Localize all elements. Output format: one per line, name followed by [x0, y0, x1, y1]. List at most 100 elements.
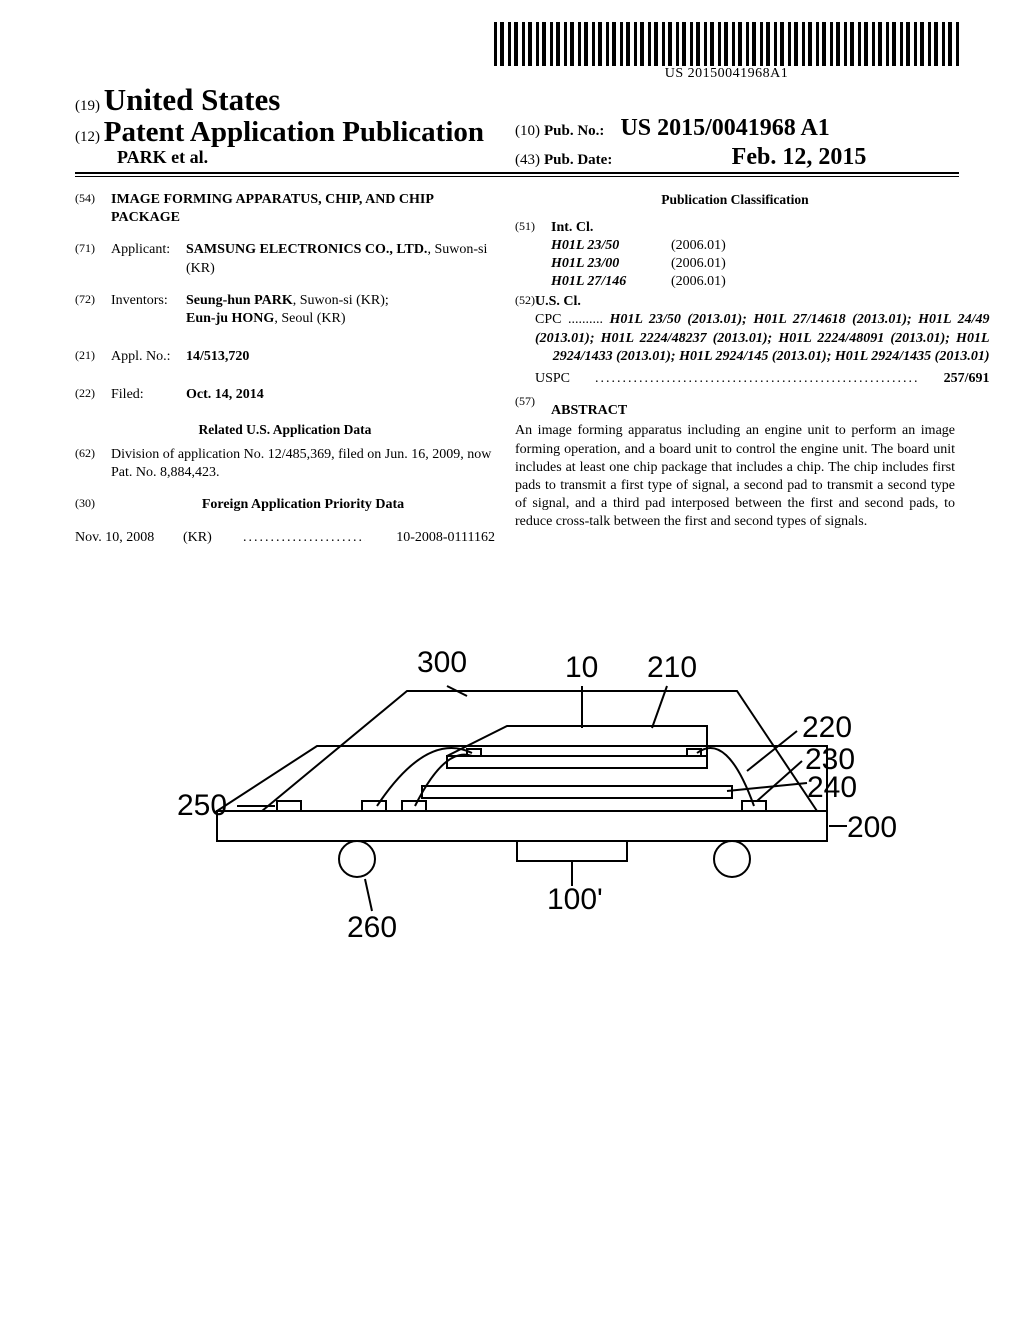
intcl-item: H01L 27/146(2006.01) [551, 273, 955, 291]
abstract-text: An image forming apparatus including an … [515, 422, 955, 531]
patent-figure: 300 10 210 220 230 240 200 250 260 100' [167, 631, 867, 951]
intcl-year: (2006.01) [671, 273, 771, 291]
field-num-51: (51) [515, 219, 551, 292]
inventor2-name: Eun-ju HONG [186, 311, 274, 326]
intcl-list: H01L 23/50(2006.01) H01L 23/00(2006.01) … [551, 237, 955, 292]
uscl-block: (52) U.S. Cl. CPC .......... H01L 23/50 … [515, 293, 955, 388]
rule-thin [75, 176, 959, 177]
filed-entry: (22) Filed: Oct. 14, 2014 [75, 386, 495, 404]
division-text: Division of application No. 12/485,369, … [111, 446, 495, 482]
intcl-item: H01L 23/50(2006.01) [551, 237, 955, 255]
barcode-number: US 20150041968A1 [494, 66, 959, 82]
field-num-19: (19) [75, 98, 100, 114]
applicant-label: Applicant: [111, 241, 186, 277]
intcl-item: H01L 23/00(2006.01) [551, 255, 955, 273]
cpc-text-block: CPC .......... H01L 23/50 (2013.01); H01… [535, 311, 990, 366]
fig-label-210: 210 [647, 651, 697, 685]
field-num-43: (43) [515, 152, 540, 168]
fig-label-200: 200 [847, 811, 897, 845]
field-num-54: (54) [75, 191, 111, 227]
title-entry: (54) IMAGE FORMING APPARATUS, CHIP, AND … [75, 191, 495, 227]
intcl-code: H01L 23/50 [551, 237, 671, 255]
filed-label: Filed: [111, 386, 186, 404]
intcl-body: Int. Cl. H01L 23/50(2006.01) H01L 23/00(… [551, 219, 955, 292]
field-num-72: (72) [75, 292, 111, 328]
header-block: (19) United States (12) Patent Applicati… [75, 82, 959, 168]
pubdate-row: (43) Pub. Date: Feb. 12, 2015 [515, 144, 866, 171]
intcl-year: (2006.01) [671, 237, 771, 255]
intcl-year: (2006.01) [671, 255, 771, 273]
pub-class-head: Publication Classification [515, 191, 955, 209]
inventors-label: Inventors: [111, 292, 186, 328]
field-num-10: (10) [515, 123, 540, 139]
fig-label-220: 220 [802, 711, 852, 745]
field-num-21: (21) [75, 348, 111, 366]
cpc-text: H01L 23/50 (2013.01); H01L 27/14618 (201… [535, 312, 990, 363]
field-num-57: (57) [515, 394, 551, 420]
fig-label-10: 10 [565, 651, 598, 685]
field-num-12: (12) [75, 129, 100, 145]
cpc-lead: CPC .......... [535, 312, 603, 327]
pubno-value: US 2015/0041968 A1 [620, 115, 829, 141]
barcode-graphic [494, 22, 959, 66]
foreign-head: Foreign Application Priority Data [111, 496, 495, 514]
fig-label-300: 300 [417, 646, 467, 680]
doc-type: Patent Application Publication [104, 116, 484, 148]
uspc-value: 257/691 [920, 370, 990, 388]
figure-svg [167, 631, 867, 951]
abstract-head-row: (57) ABSTRACT [515, 394, 955, 420]
header-line-country: (19) United States [75, 82, 959, 118]
foreign-date: Nov. 10, 2008 [75, 529, 183, 547]
foreign-num: 10-2008-0111162 [365, 529, 495, 547]
rule-thick [75, 172, 959, 174]
inventor2-loc: , Seoul (KR) [274, 311, 345, 326]
country-name: United States [104, 82, 281, 117]
fig-label-240: 240 [807, 771, 857, 805]
applicant-body: SAMSUNG ELECTRONICS CO., LTD., Suwon-si … [186, 241, 495, 277]
uspc-row: USPC ...................................… [535, 370, 990, 388]
applicant-entry: (71) Applicant: SAMSUNG ELECTRONICS CO.,… [75, 241, 495, 277]
applno-value: 14/513,720 [186, 349, 249, 364]
foreign-row: Nov. 10, 2008 (KR) .....................… [75, 529, 495, 547]
uscl-label: U.S. Cl. [535, 293, 990, 311]
intcl-label: Int. Cl. [551, 219, 955, 237]
left-column: (54) IMAGE FORMING APPARATUS, CHIP, AND … [75, 191, 515, 561]
foreign-country: (KR) [183, 529, 243, 547]
field-num-52: (52) [515, 293, 535, 388]
inventors-body: Seung-hun PARK, Suwon-si (KR); Eun-ju HO… [186, 292, 495, 328]
division-entry: (62) Division of application No. 12/485,… [75, 446, 495, 482]
field-num-22: (22) [75, 386, 111, 404]
foreign-head-entry: (30) Foreign Application Priority Data [75, 496, 495, 514]
header-right: (10) Pub. No.: US 2015/0041968 A1 (43) P… [515, 115, 866, 171]
related-head: Related U.S. Application Data [75, 421, 495, 439]
pubno-row: (10) Pub. No.: US 2015/0041968 A1 [515, 115, 866, 142]
barcode-block: US 20150041968A1 [494, 22, 959, 82]
inventor1-name: Seung-hun PARK [186, 293, 293, 308]
applno-label: Appl. No.: [111, 348, 186, 366]
pubno-label: Pub. No.: [544, 123, 604, 139]
patent-page: US 20150041968A1 (19) United States (12)… [0, 0, 1024, 1320]
intcl-block: (51) Int. Cl. H01L 23/50(2006.01) H01L 2… [515, 219, 955, 292]
uspc-dots: ........................................… [595, 370, 920, 388]
fig-label-260: 260 [347, 911, 397, 945]
intcl-code: H01L 23/00 [551, 255, 671, 273]
intcl-code: H01L 27/146 [551, 273, 671, 291]
field-num-30: (30) [75, 496, 111, 514]
field-num-62: (62) [75, 446, 111, 482]
applicant-name: SAMSUNG ELECTRONICS CO., LTD. [186, 242, 427, 257]
inventor1-loc: , Suwon-si (KR); [293, 293, 389, 308]
field-num-71: (71) [75, 241, 111, 277]
abstract-label: ABSTRACT [551, 402, 627, 420]
pubdate-value: Feb. 12, 2015 [616, 144, 866, 171]
applno-entry: (21) Appl. No.: 14/513,720 [75, 348, 495, 366]
fig-label-100: 100' [547, 883, 603, 917]
inventors-entry: (72) Inventors: Seung-hun PARK, Suwon-si… [75, 292, 495, 328]
foreign-dots: .......................... [243, 529, 365, 547]
columns: (54) IMAGE FORMING APPARATUS, CHIP, AND … [75, 191, 959, 561]
invention-title: IMAGE FORMING APPARATUS, CHIP, AND CHIP … [111, 191, 495, 227]
fig-label-250: 250 [177, 789, 227, 823]
uspc-label: USPC [535, 370, 595, 388]
right-column: Publication Classification (51) Int. Cl.… [515, 191, 955, 561]
filed-value: Oct. 14, 2014 [186, 387, 264, 402]
pubdate-label: Pub. Date: [544, 152, 612, 168]
